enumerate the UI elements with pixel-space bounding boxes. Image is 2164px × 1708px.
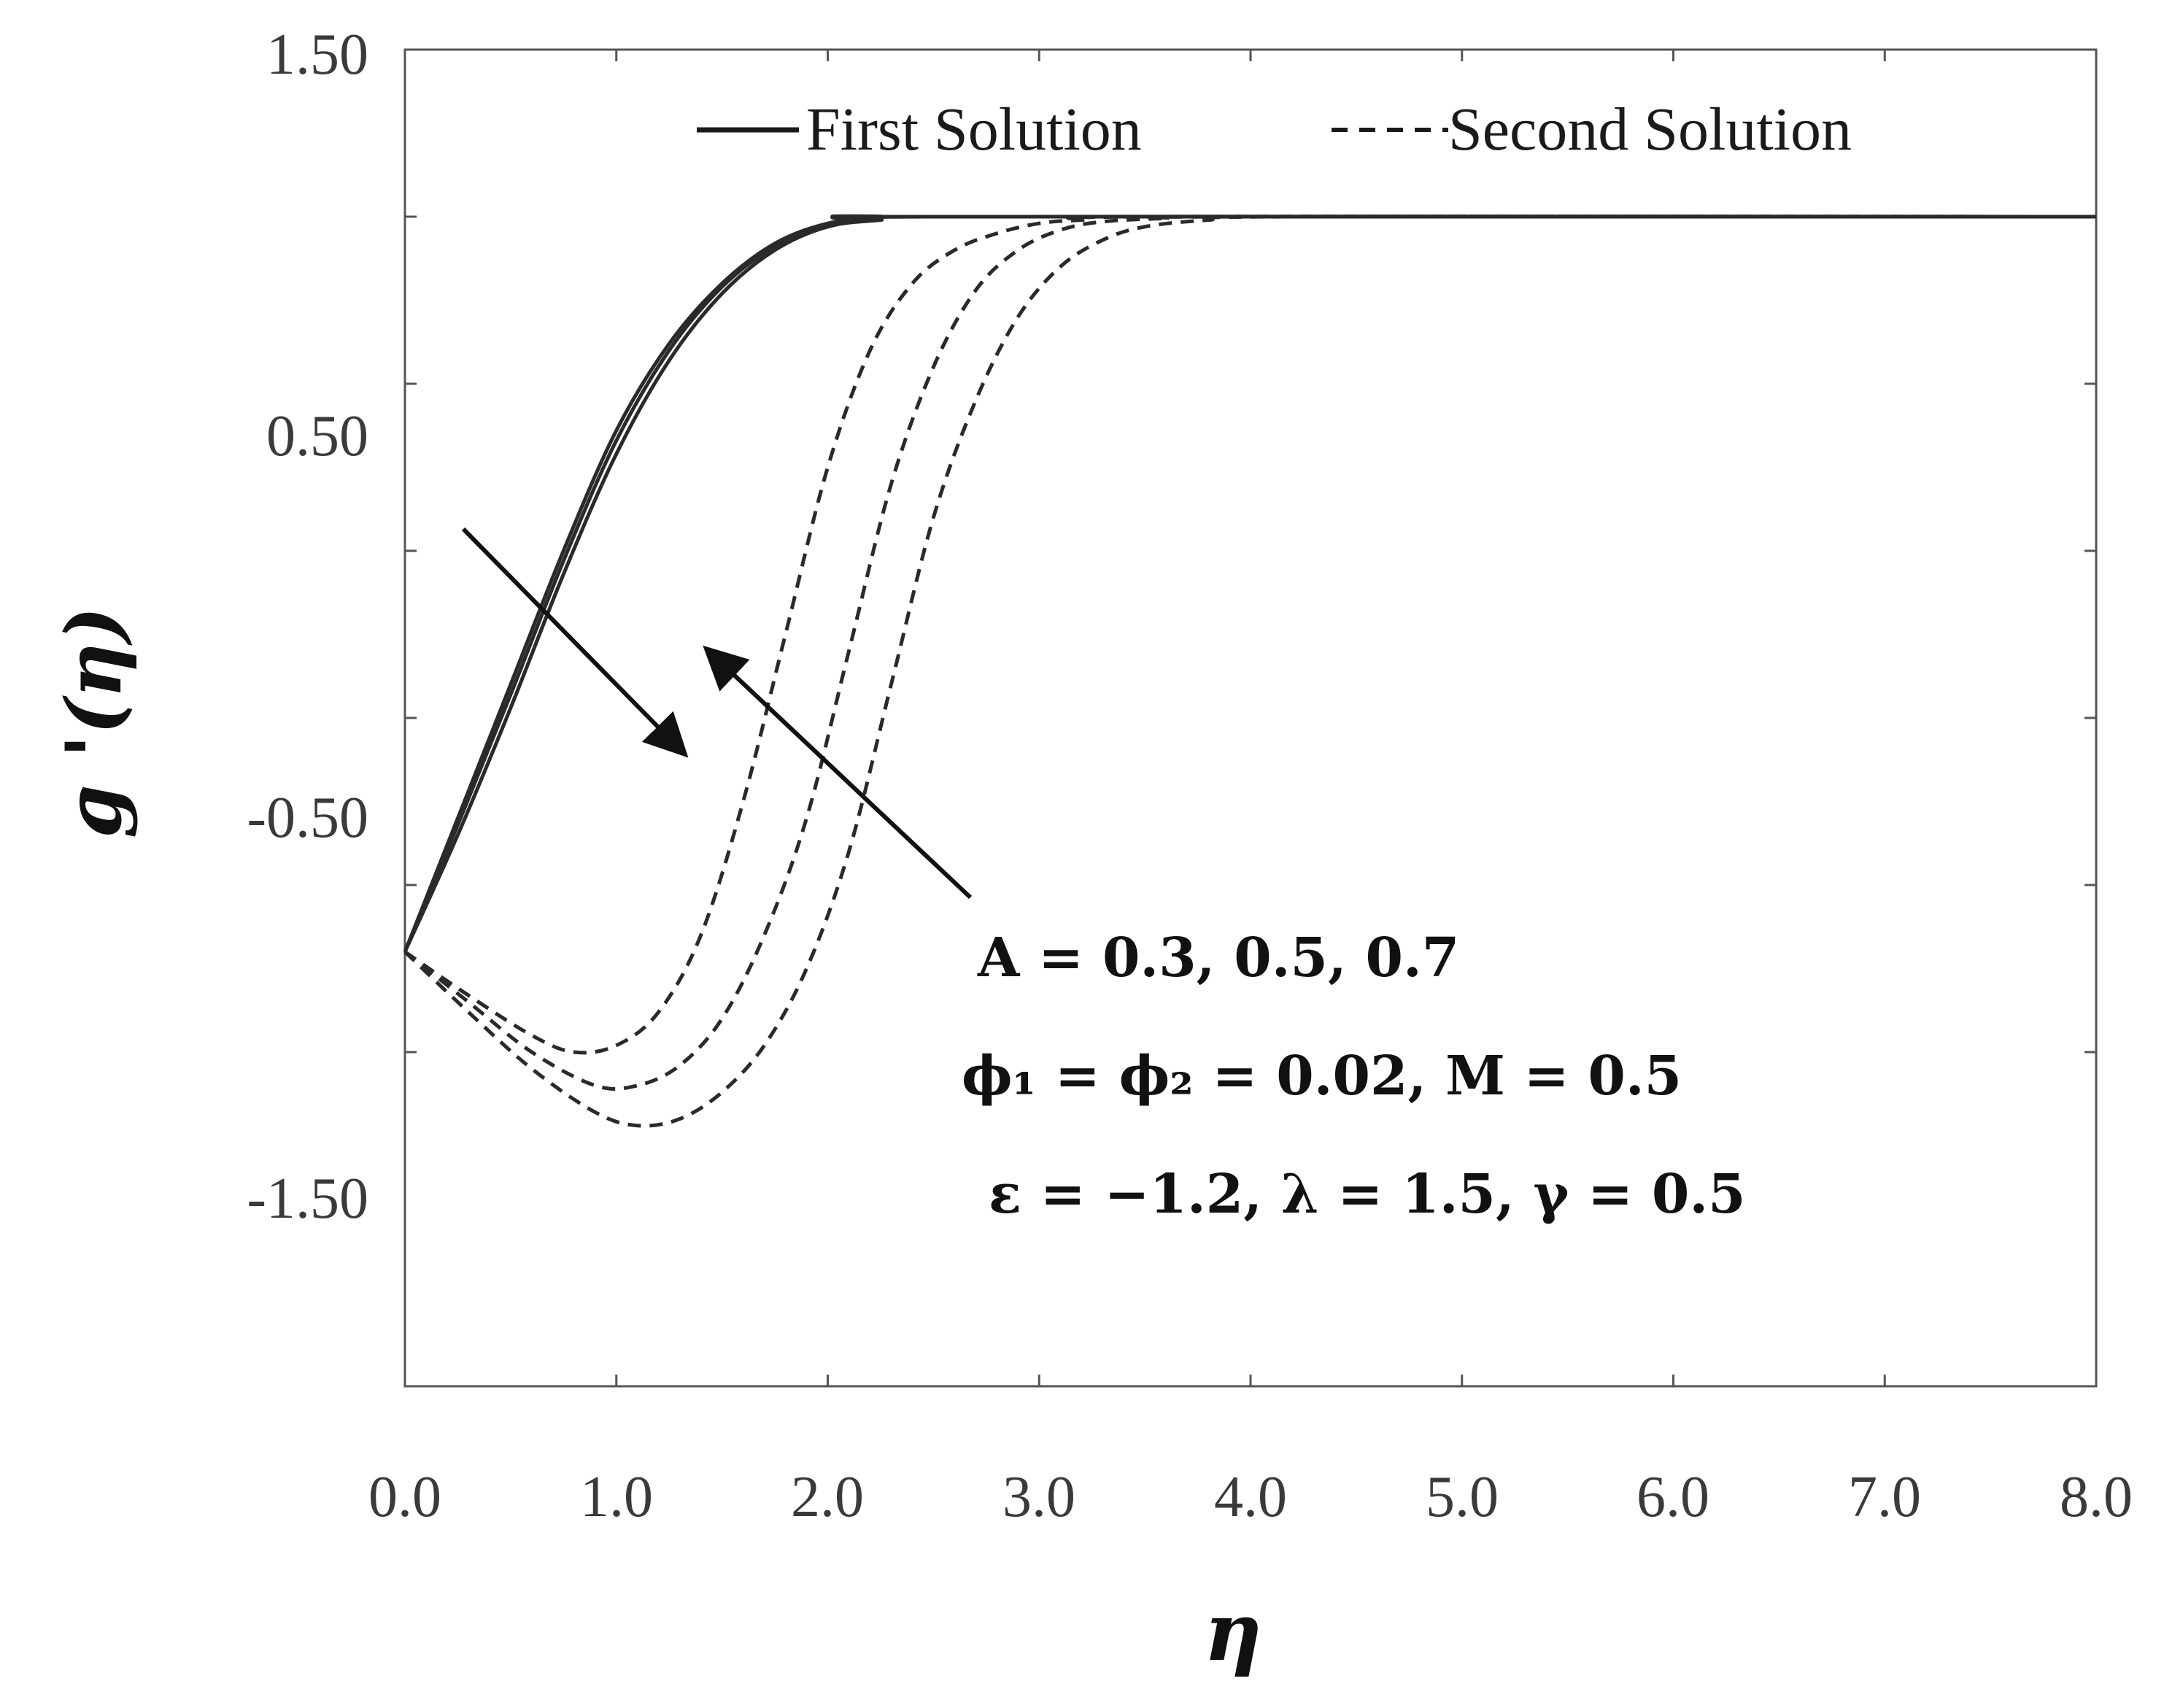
y-tick-label: 1.50 <box>266 23 368 87</box>
x-tick-label: 7.0 <box>1848 1465 1921 1529</box>
x-tick-label: 3.0 <box>1002 1465 1075 1529</box>
annotation-line-2: ϕ₁ = ϕ₂ = 0.02, M = 0.5 <box>962 1045 1682 1108</box>
series-line-first-solution <box>403 215 2097 953</box>
axis-ticks <box>403 48 2098 1388</box>
series-line-second-solution <box>403 215 2097 1055</box>
x-tick-label: 8.0 <box>2060 1465 2133 1529</box>
x-tick-label: 2.0 <box>791 1465 864 1529</box>
y-tick-labels: 1.50 0.50 -0.50 -1.50 <box>247 23 368 1231</box>
y-axis-title: g '(η) <box>48 606 139 838</box>
y-tick-label: -1.50 <box>247 1167 368 1231</box>
series-line-first-solution <box>403 215 2097 953</box>
series-layer <box>403 214 2097 1128</box>
series-line-second-solution <box>403 215 2097 1091</box>
arrow-first-solution-increasing-A <box>461 527 689 758</box>
x-tick-label: 5.0 <box>1426 1465 1499 1529</box>
x-tick-label: 4.0 <box>1214 1465 1287 1529</box>
arrow-second-solution-increasing-A <box>703 645 973 900</box>
legend-label-first-solution: First Solution <box>806 96 1142 163</box>
series-line-second-solution <box>403 215 2097 1128</box>
x-tick-label: 6.0 <box>1636 1465 1709 1529</box>
x-axis-title: η <box>1204 1585 1262 1679</box>
parameter-annotation: A = 0.3, 0.5, 0.7 ϕ₁ = ϕ₂ = 0.02, M = 0.… <box>962 927 1746 1226</box>
annotation-line-1: A = 0.3, 0.5, 0.7 <box>977 927 1459 989</box>
series-line-first-solution <box>403 214 2096 953</box>
x-tick-label: 0.0 <box>368 1465 441 1529</box>
legend-label-second-solution: Second Solution <box>1448 96 1852 163</box>
x-tick-labels: 0.0 1.0 2.0 3.0 4.0 5.0 6.0 7.0 8.0 <box>368 1465 2133 1529</box>
legend: First Solution Second Solution <box>697 96 1852 163</box>
x-tick-label: 1.0 <box>580 1465 653 1529</box>
annotation-line-3: ε = −1.2, λ = 1.5, γ = 0.5 <box>989 1163 1746 1226</box>
y-tick-label: -0.50 <box>247 786 368 850</box>
y-tick-label: 0.50 <box>266 404 368 468</box>
